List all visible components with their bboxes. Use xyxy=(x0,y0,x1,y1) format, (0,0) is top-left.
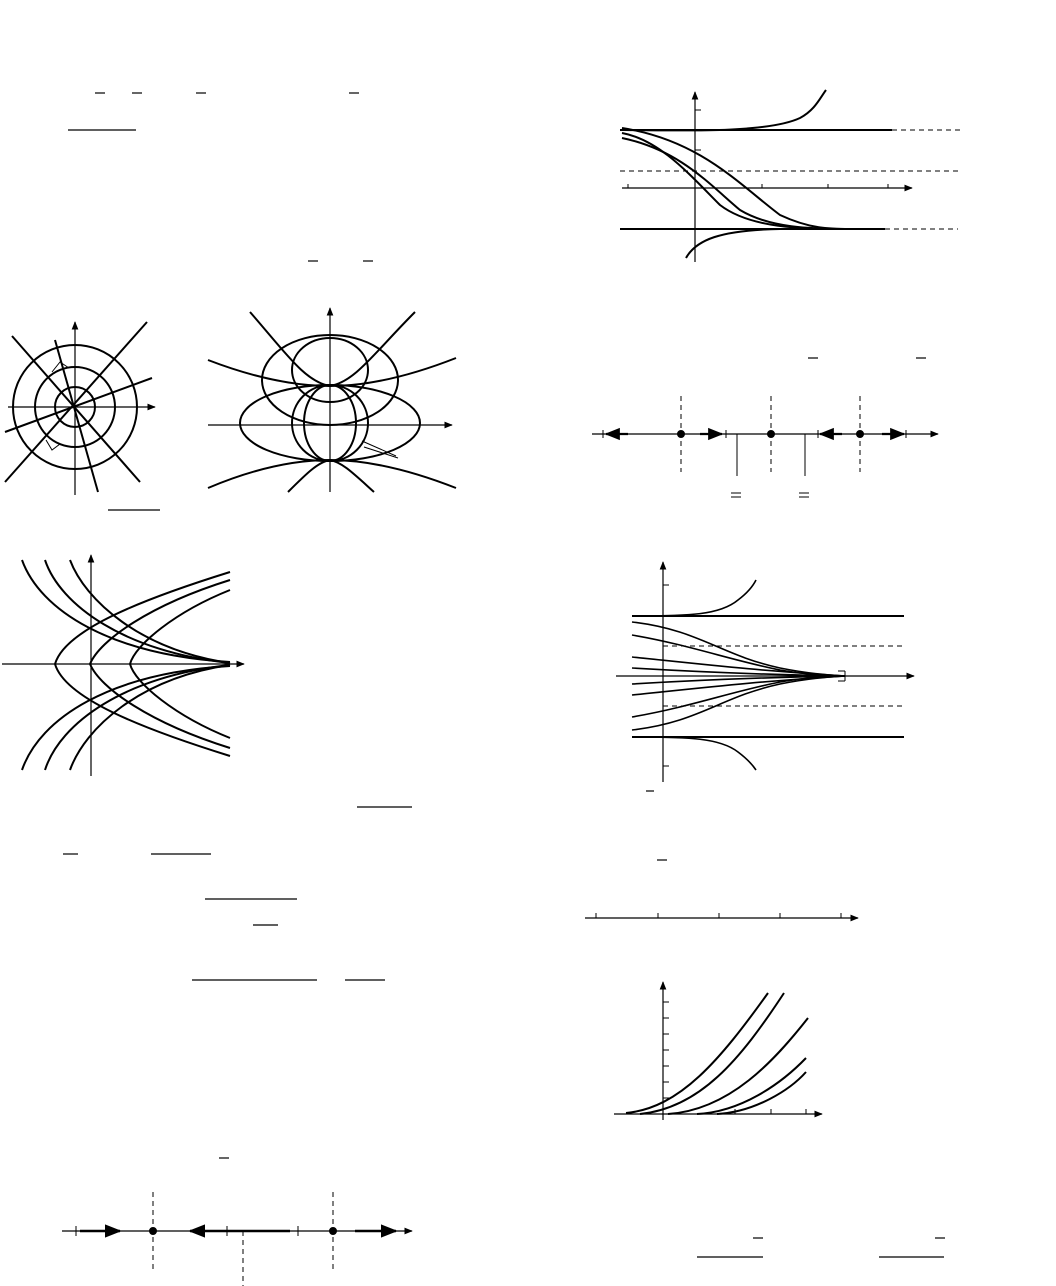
figure-solutions-four-equilibria xyxy=(616,561,915,782)
figure-orthogonal-circles xyxy=(207,307,457,493)
level-circle xyxy=(12,344,138,470)
figure-logistic-solutions xyxy=(620,89,962,262)
equation-fragments xyxy=(63,92,945,1258)
radial-line xyxy=(11,335,141,483)
right-angle-mark xyxy=(51,361,70,373)
figure-parabola-family xyxy=(2,554,245,776)
figure-number-line xyxy=(585,913,859,922)
equilibrium-point xyxy=(329,1227,337,1235)
radial-line xyxy=(54,339,99,493)
equilibrium-point xyxy=(149,1227,157,1235)
figure-phase-line-three-equilibria xyxy=(592,396,939,498)
figure-phase-line-two-equilibria xyxy=(62,1192,413,1286)
right-angle-mark xyxy=(45,439,61,451)
figure-growing-curves xyxy=(614,981,823,1120)
radial-line xyxy=(4,377,153,433)
equilibrium-point xyxy=(677,430,685,438)
upper-loop xyxy=(261,334,399,426)
equilibrium-point xyxy=(767,430,775,438)
level-circle xyxy=(54,386,96,428)
level-circle xyxy=(34,366,116,448)
equilibrium-point xyxy=(856,430,864,438)
figure-orthogonal-polar xyxy=(4,321,156,495)
radial-line xyxy=(4,321,148,483)
